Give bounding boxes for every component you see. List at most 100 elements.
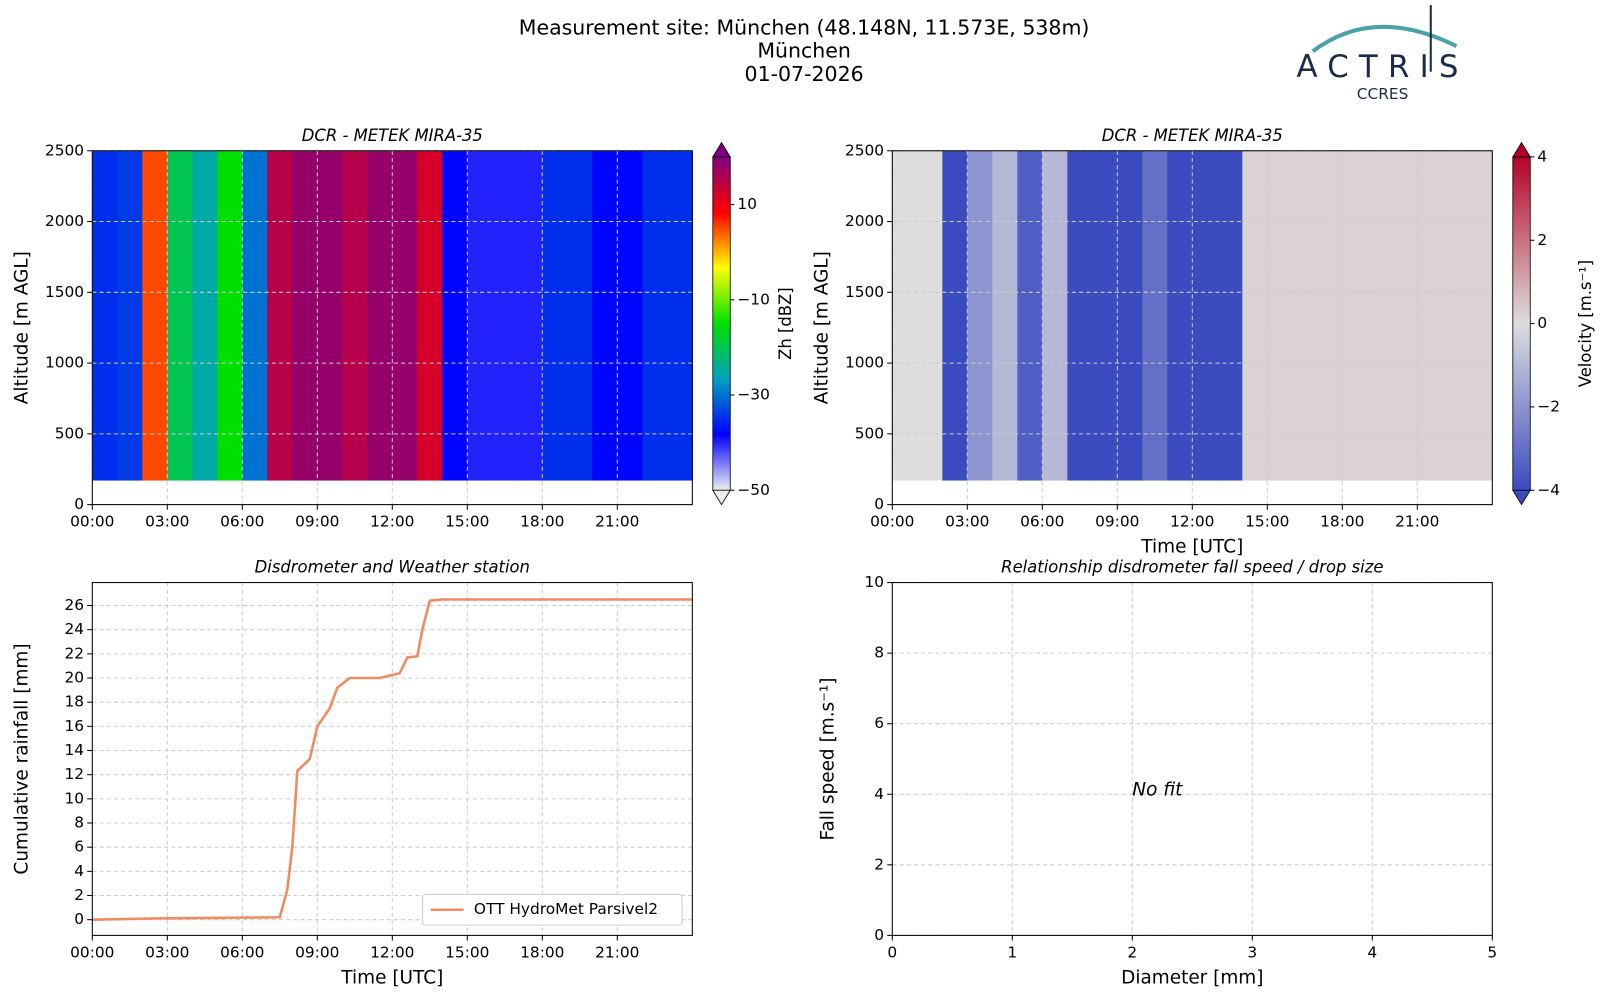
x-tick-label: 00:00 <box>70 513 114 531</box>
x-tick-label: 00:00 <box>70 943 114 961</box>
panel-title: Relationship disdrometer fall speed / dr… <box>1001 558 1383 577</box>
x-tick-label: 21:00 <box>595 513 639 531</box>
heatmap-cell <box>942 150 968 481</box>
axes-frame <box>91 582 693 936</box>
y-tick-label: 10 <box>865 573 885 591</box>
heatmap-cell <box>1417 150 1443 481</box>
heatmap-cell <box>1217 150 1243 481</box>
x-tick-label: 15:00 <box>1245 513 1289 531</box>
colorbar-tick-label: −50 <box>737 481 769 499</box>
x-tick-label: 12:00 <box>1170 513 1214 531</box>
heatmap-cell <box>1242 150 1268 481</box>
y-tick-label: 4 <box>74 862 84 880</box>
heatmap-cell <box>242 150 268 481</box>
x-tick-label: 2 <box>1127 943 1137 961</box>
x-tick-label: 03:00 <box>145 943 189 961</box>
y-tick-label: 500 <box>855 424 884 442</box>
y-axis-label: Altitude [m AGL] <box>812 251 833 404</box>
header-title: München <box>757 38 851 62</box>
heatmap-cell <box>117 150 143 481</box>
heatmap-cell <box>642 150 668 481</box>
heatmap-cell <box>517 150 543 481</box>
heatmap-cell <box>667 150 693 481</box>
x-tick-label: 00:00 <box>870 513 914 531</box>
logo-arc <box>1311 24 1458 53</box>
y-tick-label: 2 <box>874 855 884 873</box>
colorbar <box>1512 156 1531 491</box>
colorbar-tick-label: 0 <box>1537 314 1547 332</box>
colorbar-tick-label: −10 <box>737 290 769 308</box>
heatmap-cell <box>1142 150 1168 481</box>
y-tick-label: 14 <box>65 741 85 759</box>
heatmap-cell <box>1467 150 1493 481</box>
x-axis-label: Diameter [mm] <box>1121 967 1263 988</box>
heatmap-cell <box>1067 150 1093 481</box>
x-tick-label: 0 <box>887 943 897 961</box>
y-tick-label: 2000 <box>845 212 884 230</box>
y-tick-label: 1000 <box>45 354 84 372</box>
y-tick-label: 22 <box>65 644 85 662</box>
y-tick-label: 2000 <box>45 212 84 230</box>
y-tick-label: 0 <box>74 910 84 928</box>
heatmap-cell <box>492 150 518 481</box>
x-axis-label: Time [UTC] <box>1140 537 1243 558</box>
heatmap-cell <box>1092 150 1118 481</box>
x-tick-label: 12:00 <box>370 513 414 531</box>
x-axis-label: Time [UTC] <box>340 967 443 988</box>
header-title: Measurement site: München (48.148N, 11.5… <box>519 16 1090 40</box>
y-tick-label: 6 <box>874 714 884 732</box>
heatmap-cell <box>1342 150 1368 481</box>
y-tick-label: 6 <box>74 838 84 856</box>
heatmap-cell <box>1367 150 1393 481</box>
y-axis-label: Altitude [m AGL] <box>12 251 33 404</box>
y-tick-label: 4 <box>874 785 884 803</box>
heatmap-cell <box>1442 150 1468 481</box>
logo: ACTRIS CCRES <box>1296 5 1458 103</box>
heatmap-cell <box>442 150 468 481</box>
heatmap-cell <box>1167 150 1193 481</box>
y-tick-label: 500 <box>55 424 84 442</box>
y-tick-label: 10 <box>65 789 85 807</box>
x-tick-label: 5 <box>1487 943 1497 961</box>
heatmap-cell <box>567 150 593 481</box>
x-tick-label: 18:00 <box>1320 513 1364 531</box>
heatmap-cell <box>992 150 1018 481</box>
x-tick-label: 4 <box>1367 943 1377 961</box>
legend-box <box>422 893 683 926</box>
x-tick-label: 21:00 <box>1395 513 1439 531</box>
x-tick-label: 06:00 <box>220 513 264 531</box>
x-tick-label: 18:00 <box>520 943 564 961</box>
heatmap-cell <box>1042 150 1068 481</box>
x-tick-label: 03:00 <box>945 513 989 531</box>
y-tick-label: 1500 <box>845 283 884 301</box>
heatmap-cell <box>417 150 443 481</box>
y-tick-label: 24 <box>65 620 85 638</box>
y-tick-label: 16 <box>65 717 85 735</box>
heatmap-cell <box>342 150 368 481</box>
x-tick-label: 06:00 <box>220 943 264 961</box>
x-tick-label: 03:00 <box>145 513 189 531</box>
heatmap-cell <box>317 150 343 481</box>
heatmap-cell <box>217 150 243 481</box>
heatmap-cell <box>542 150 568 481</box>
axes-frame <box>891 582 1493 936</box>
y-tick-label: 12 <box>65 765 85 783</box>
y-tick-label: 1500 <box>45 283 84 301</box>
y-tick-label: 1000 <box>845 354 884 372</box>
heatmap-cell <box>1192 150 1218 481</box>
logo-subtext: CCRES <box>1357 85 1409 103</box>
x-tick-label: 18:00 <box>520 513 564 531</box>
heatmap-cell <box>367 150 393 481</box>
colorbar-tick-label: −30 <box>737 386 769 404</box>
axes-frame <box>91 150 693 506</box>
x-tick-label: 15:00 <box>445 943 489 961</box>
colorbar-extend <box>1512 141 1531 158</box>
heatmap-cell <box>292 150 318 481</box>
heatmap-cell <box>592 150 618 481</box>
y-tick-label: 20 <box>65 669 85 687</box>
y-tick-label: 2500 <box>45 141 84 159</box>
panel-title: DCR - METEK MIRA-35 <box>302 126 483 145</box>
heatmap-cell <box>467 150 493 481</box>
x-tick-label: 06:00 <box>1020 513 1064 531</box>
